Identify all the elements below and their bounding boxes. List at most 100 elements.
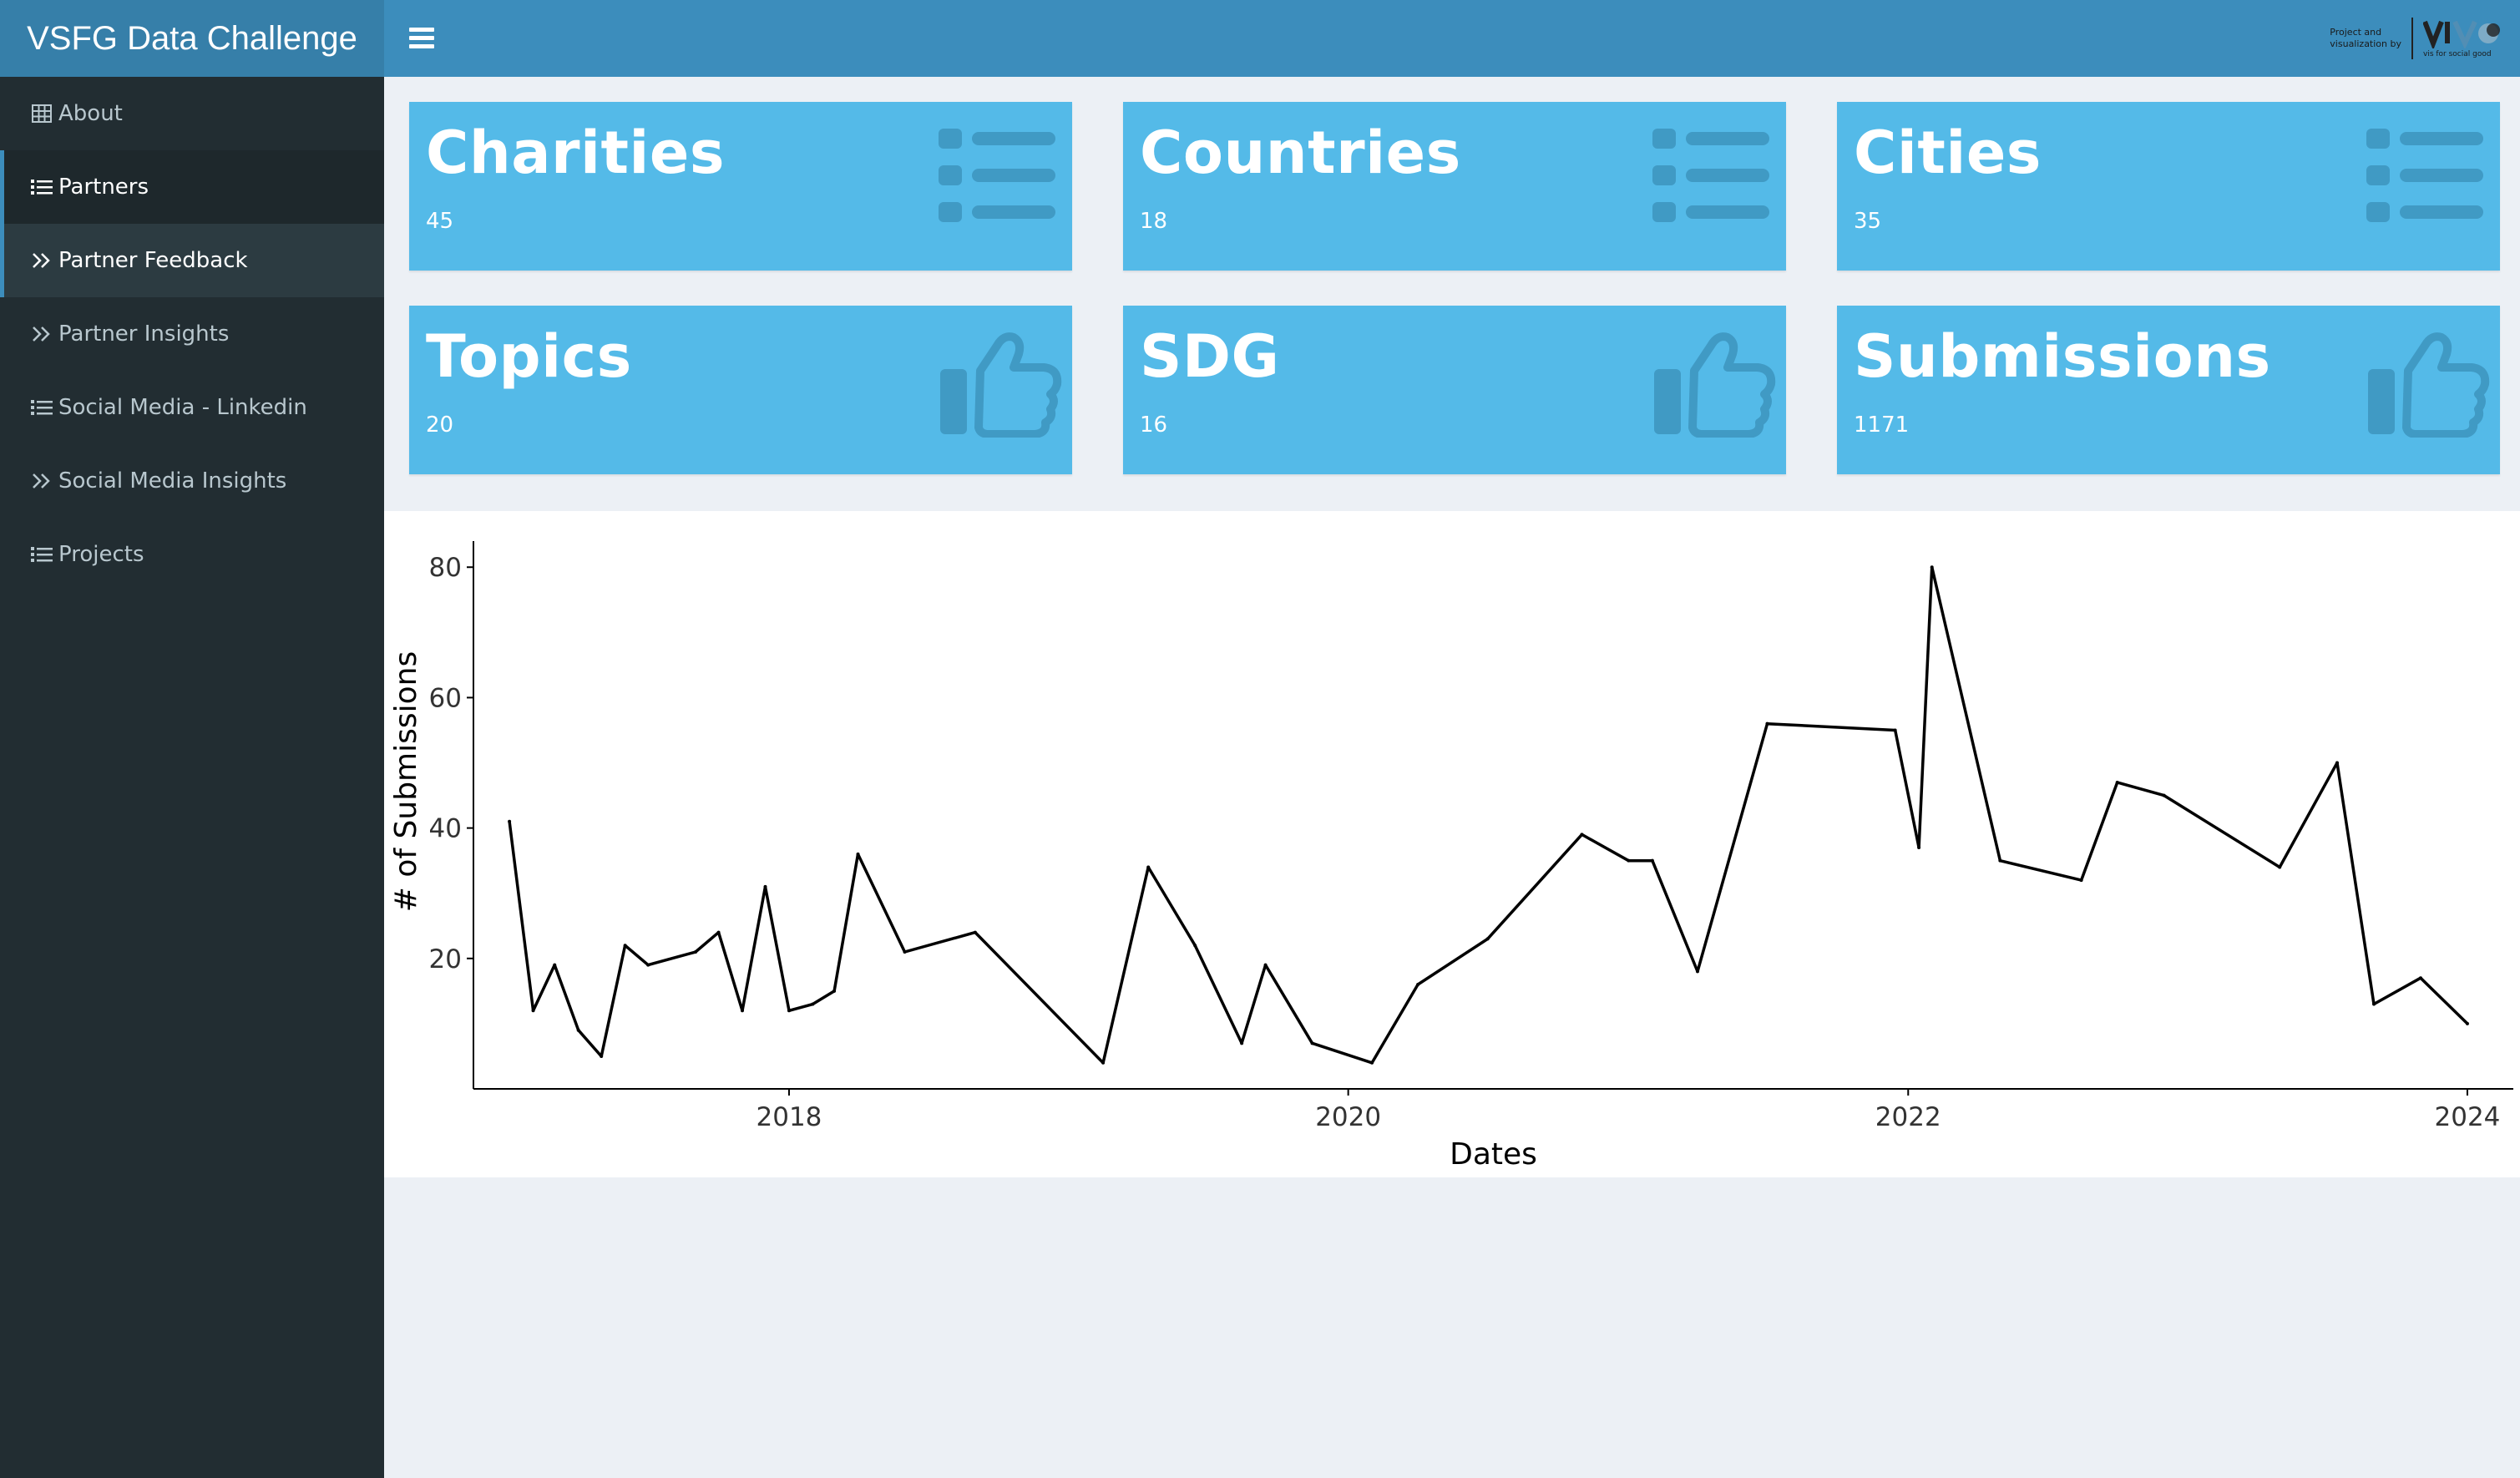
y-axis-title: # of Submissions	[389, 651, 423, 912]
value-box-value: 18	[1140, 209, 1168, 234]
value-box-charities: Charities 45	[409, 102, 1072, 271]
data-point[interactable]	[763, 884, 767, 888]
y-tick-label: 60	[429, 683, 462, 713]
vsfg-logo: vis for social good	[2423, 18, 2500, 58]
sidebar-item-social-media-insights[interactable]: Social Media Insights	[0, 444, 384, 518]
data-point[interactable]	[1263, 963, 1268, 967]
data-point[interactable]	[2162, 793, 2166, 797]
value-box-value: 16	[1140, 413, 1168, 438]
data-point[interactable]	[1101, 1060, 1106, 1065]
data-point[interactable]	[1998, 858, 2002, 863]
brand-divider	[2411, 18, 2413, 59]
value-box-title: Topics	[426, 322, 632, 391]
data-point[interactable]	[903, 950, 907, 954]
x-tick-label: 2024	[2435, 1102, 2501, 1132]
value-box-title: Countries	[1140, 119, 1461, 187]
data-point[interactable]	[741, 1009, 745, 1013]
data-point[interactable]	[1580, 833, 1584, 837]
data-point[interactable]	[1485, 937, 1490, 941]
value-box-title: Submissions	[1854, 322, 2271, 391]
chart-labels: 20 40 60 80 2018 2020 2022 2024 Dates # of Submis…	[389, 553, 2500, 1172]
sidebar-item-partners[interactable]: Partners	[0, 150, 384, 224]
data-point[interactable]	[1416, 983, 1420, 987]
data-point[interactable]	[832, 989, 837, 993]
data-point[interactable]	[1310, 1041, 1314, 1045]
data-point[interactable]	[508, 819, 512, 823]
sidebar-item-label: Projects	[58, 542, 144, 567]
x-tick-label: 2020	[1315, 1102, 1381, 1132]
data-point[interactable]	[1695, 969, 1699, 974]
data-point[interactable]	[973, 930, 977, 934]
double-chevron-right-icon	[30, 249, 53, 272]
sidebar-item-partner-feedback[interactable]: Partner Feedback	[0, 224, 384, 297]
data-point[interactable]	[2278, 865, 2282, 869]
value-box-title: Cities	[1854, 119, 2042, 187]
data-point[interactable]	[2465, 1021, 2469, 1025]
data-point[interactable]	[2372, 1002, 2376, 1006]
value-box-topics: Topics 20	[409, 306, 1072, 474]
list-icon	[1652, 129, 1769, 222]
data-point[interactable]	[623, 944, 627, 948]
value-box-title: Charities	[426, 119, 726, 187]
data-point[interactable]	[811, 1002, 815, 1006]
sidebar: About Partners Partner Feedback Partner …	[0, 77, 384, 1478]
data-point[interactable]	[600, 1054, 604, 1058]
value-box-countries: Countries 18	[1123, 102, 1786, 271]
x-tick-label: 2018	[757, 1102, 822, 1132]
data-point[interactable]	[646, 963, 650, 967]
data-point[interactable]	[787, 1009, 791, 1013]
app-title[interactable]: VSFG Data Challenge	[0, 0, 384, 77]
list-icon	[2366, 129, 2483, 222]
sidebar-item-label: Partners	[58, 175, 149, 200]
submissions-line-chart[interactable]: 20 40 60 80 2018 2020 2022 2024 Dates # of Submis…	[384, 511, 2520, 1177]
thumbs-up-icon	[1654, 332, 1776, 438]
top-navbar: Project and visualization by vis for soc…	[384, 0, 2520, 77]
sidebar-item-label: Partner Insights	[58, 321, 230, 347]
brand-logo: Project and visualization by vis for soc…	[2330, 12, 2500, 65]
data-point[interactable]	[2335, 761, 2340, 765]
sidebar-item-about[interactable]: About	[0, 77, 384, 150]
data-point[interactable]	[2079, 878, 2083, 883]
data-point[interactable]	[716, 930, 721, 934]
data-point[interactable]	[1765, 721, 1769, 726]
brand-credit-line1: Project and	[2330, 27, 2382, 38]
data-point[interactable]	[2115, 780, 2119, 784]
value-box-sdg: SDG 16	[1123, 306, 1786, 474]
data-point[interactable]	[1370, 1060, 1374, 1065]
y-tick-label: 80	[429, 553, 462, 583]
data-point[interactable]	[856, 852, 860, 856]
value-box-cities: Cities 35	[1837, 102, 2500, 271]
chart-axes	[467, 541, 2513, 1096]
data-point[interactable]	[1146, 865, 1151, 869]
brand-credit: Project and visualization by	[2330, 27, 2401, 50]
sidebar-item-partner-insights[interactable]: Partner Insights	[0, 297, 384, 371]
data-point[interactable]	[1930, 565, 1934, 569]
data-point[interactable]	[1893, 728, 1897, 732]
value-box-value: 45	[426, 209, 454, 234]
table-icon	[30, 102, 53, 125]
data-point[interactable]	[576, 1028, 580, 1032]
x-axis-title: Dates	[1450, 1137, 1537, 1172]
double-chevron-right-icon	[30, 469, 53, 493]
submissions-series-line[interactable]	[508, 565, 2469, 1065]
data-point[interactable]	[1917, 846, 1921, 850]
sidebar-item-projects[interactable]: Projects	[0, 518, 384, 591]
data-point[interactable]	[1193, 944, 1197, 948]
sidebar-item-label: Social Media Insights	[58, 468, 287, 494]
data-point[interactable]	[1240, 1041, 1244, 1045]
vsfg-logo-icon	[2423, 20, 2500, 48]
value-box-value: 20	[426, 413, 454, 438]
data-point[interactable]	[1650, 858, 1654, 863]
data-point[interactable]	[2418, 976, 2422, 980]
sidebar-item-label: Partner Feedback	[58, 248, 248, 273]
list-icon	[939, 129, 1055, 222]
data-point[interactable]	[694, 950, 698, 954]
sidebar-item-label: About	[58, 101, 123, 126]
x-tick-label: 2022	[1875, 1102, 1941, 1132]
data-point[interactable]	[553, 963, 557, 967]
data-point[interactable]	[531, 1009, 535, 1013]
sidebar-item-social-media-linkedin[interactable]: Social Media - Linkedin	[0, 371, 384, 444]
data-point[interactable]	[1627, 858, 1631, 863]
sidebar-toggle-icon[interactable]	[409, 23, 434, 53]
